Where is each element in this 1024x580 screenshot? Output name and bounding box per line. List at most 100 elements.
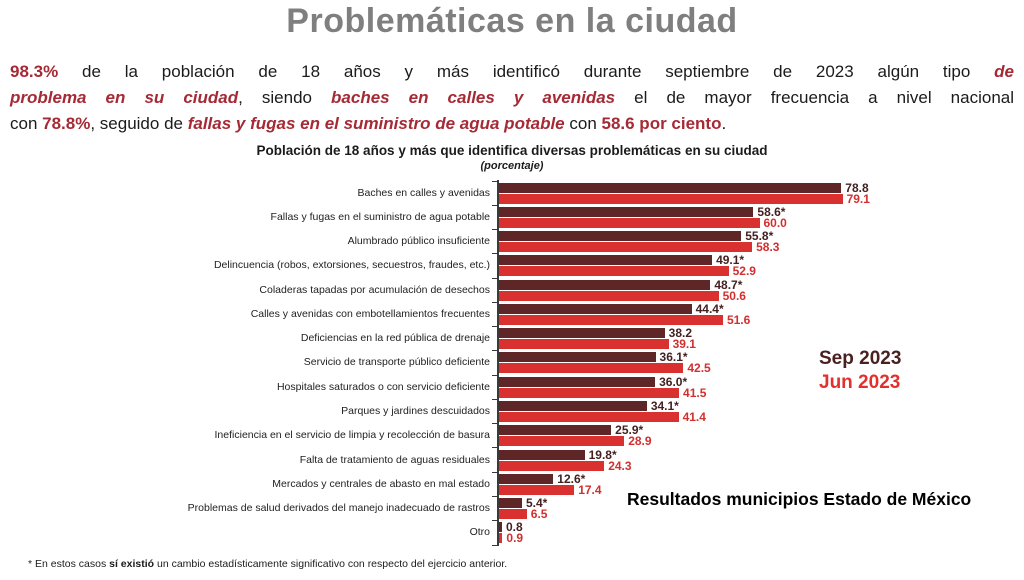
category-label: Ineficiencia en el servicio de limpia y … [214, 429, 490, 442]
bar-jun-2023 [498, 412, 679, 423]
bar-sep-2023 [498, 425, 612, 436]
legend-item: Jun 2023 [819, 372, 901, 393]
bar-value-label: 51.6 [726, 312, 751, 327]
bar-value-label: 42.5 [687, 361, 711, 376]
bar-jun-2023 [498, 533, 503, 544]
intro-text-segment: el de mayor frecuencia a nivel nacional [615, 88, 1015, 107]
bar-line-sep-2023: 19.8* [498, 447, 632, 462]
bar-value-label: 28.9 [628, 434, 652, 449]
category-label: Problemas de salud derivados del manejo … [187, 502, 490, 515]
bar-value-label: 48.7* [714, 277, 743, 292]
bar-value-label: 25.9* [615, 423, 644, 438]
chart-row: Baches en calles y avenidas 78.8 79.1 [150, 181, 1020, 205]
bar-value-label: 50.6 [722, 288, 746, 303]
bar-sep-2023 [498, 376, 656, 387]
bar-group: 78.8 79.1 [498, 182, 870, 205]
bar-jun-2023 [498, 436, 625, 447]
bar-value-label: 0.8 [505, 520, 523, 535]
bar-value-label: 12.6* [557, 471, 586, 486]
bar-value-label: 19.8* [588, 447, 617, 462]
bar-sep-2023 [498, 255, 713, 266]
bar-sep-2023 [498, 182, 842, 193]
bar-group: 38.2 39.1 [498, 326, 696, 350]
bar-jun-2023 [498, 193, 843, 204]
axis-tick [492, 180, 497, 182]
results-annotation: Resultados municipios Estado de México [627, 489, 972, 509]
bar-value-label: 58.6* [757, 204, 786, 219]
axis-tick [492, 495, 497, 497]
bar-sep-2023 [498, 401, 647, 412]
bar-value-label: 41.4 [682, 410, 706, 425]
category-label: Baches en calles y avenidas [357, 186, 491, 199]
bar-sep-2023 [498, 352, 656, 363]
bar-line-jun-2023: 24.3 [498, 460, 632, 472]
intro-text-segment: , seguido de [90, 114, 188, 133]
bar-line-sep-2023: 34.1* [498, 400, 706, 412]
category-label: Fallas y fugas en el suministro de agua … [270, 210, 490, 223]
bar-group: 55.8* 58.3 [498, 230, 780, 253]
bar-line-jun-2023: 41.4 [498, 410, 706, 425]
bar-line-jun-2023: 51.6 [498, 312, 751, 327]
bar-line-jun-2023: 0.9 [498, 531, 524, 546]
bar-line-jun-2023: 52.9 [498, 265, 756, 277]
axis-tick [492, 423, 497, 425]
chart-row: Mercados y centrales de abasto en mal es… [150, 472, 1020, 496]
bar-line-jun-2023: 79.1 [498, 193, 870, 205]
footnote-text-segment: * En estos casos [28, 558, 110, 570]
axis-tick [492, 229, 497, 231]
legend: Sep 2023 Jun 2023 [819, 347, 901, 395]
chart-subtitle: (porcentaje) [480, 160, 544, 172]
bar-group: 36.0* 41.5 [498, 374, 707, 400]
bar-jun-2023 [498, 387, 680, 398]
bar-line-jun-2023: 28.9 [498, 434, 652, 449]
bar-group: 44.4* 51.6 [498, 303, 751, 327]
chart-row: Deficiencias en la red pública de drenaj… [150, 327, 1020, 351]
axis-tick [492, 398, 497, 400]
bar-value-label: 0.9 [506, 531, 524, 546]
axis-tick [492, 301, 497, 303]
bar-jun-2023 [498, 217, 760, 228]
bar-line-sep-2023: 38.2 [498, 326, 696, 341]
bar-line-sep-2023: 25.9* [498, 423, 652, 438]
intro-text-segment: . [721, 114, 727, 133]
axis-tick [492, 447, 497, 449]
bar-line-jun-2023: 41.5 [498, 385, 707, 400]
bar-sep-2023 [498, 522, 502, 533]
bar-value-label: 36.0* [659, 374, 688, 389]
bar-value-label: 38.2 [668, 326, 693, 341]
axis-tick [492, 326, 497, 328]
footnote-text-segment: sí existió [109, 558, 155, 570]
bar-line-sep-2023: 55.8* [498, 230, 780, 242]
category-label: Alumbrado público insuficiente [347, 235, 490, 248]
chart-row: Ineficiencia en el servicio de limpia y … [150, 424, 1020, 448]
intro-line: con 78.8%, seguido de fallas y fugas en … [10, 111, 1014, 137]
bar-jun-2023 [498, 363, 684, 374]
bar-sep-2023 [498, 231, 742, 242]
chart-row: Parques y jardines descuidados 34.1* 41.4 [150, 399, 1020, 423]
chart-row: Falta de tratamiento de aguas residuales… [150, 448, 1020, 472]
bar-line-sep-2023: 12.6* [498, 471, 602, 486]
intro-text-segment: con [564, 114, 602, 133]
intro-text-segment: baches en calles y avenidas [331, 88, 616, 107]
category-label: Mercados y centrales de abasto en mal es… [272, 477, 490, 490]
bar-group: 12.6* 17.4 [498, 471, 602, 496]
bar-group: 5.4* 6.5 [498, 497, 548, 522]
bar-jun-2023 [498, 290, 719, 301]
bar-chart: Baches en calles y avenidas 78.8 79.1 Falla… [150, 180, 1020, 546]
axis-tick [492, 204, 497, 206]
bar-sep-2023 [498, 473, 554, 484]
intro-text-segment: fallas y fugas en el suministro de agua … [187, 114, 565, 133]
chart-row: Problemas de salud derivados del manejo … [150, 496, 1020, 520]
intro-text-segment: de [994, 62, 1014, 81]
bar-sep-2023 [498, 449, 585, 460]
chart-title: Población de 18 años y más que identific… [256, 143, 768, 158]
y-axis-line [497, 180, 499, 546]
intro-text-segment: 58.6 por ciento [601, 114, 722, 133]
intro-text-segment: de la población de 18 años y más identif… [58, 62, 995, 81]
bar-value-label: 6.5 [530, 507, 548, 522]
intro-paragraph: 98.3% de la población de 18 años y más i… [10, 59, 1014, 137]
bar-line-jun-2023: 60.0 [498, 217, 787, 229]
intro-line: problema en su ciudad, siendo baches en … [10, 85, 1014, 111]
category-label: Servicio de transporte público deficient… [303, 356, 490, 369]
bar-value-label: 41.5 [683, 385, 707, 400]
